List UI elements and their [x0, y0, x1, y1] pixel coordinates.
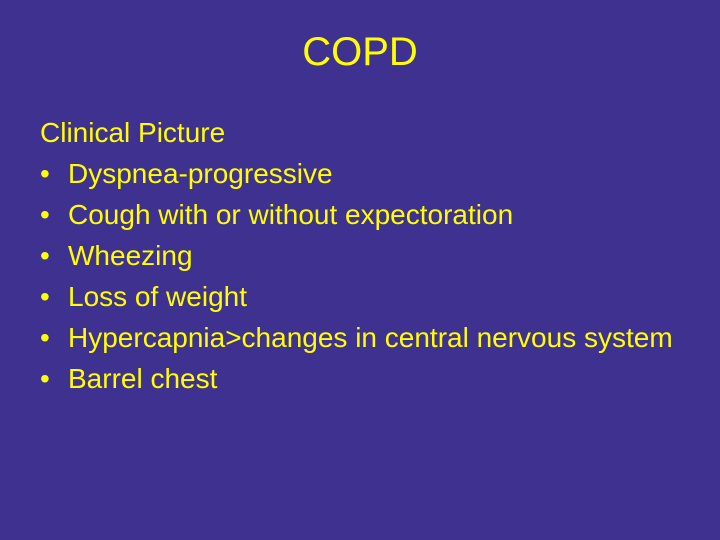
list-item: •Hypercapnia>changes in central nervous … [40, 320, 680, 355]
list-item: •Wheezing [40, 238, 680, 273]
bullet-dot-icon: • [40, 238, 68, 273]
list-item: •Loss of weight [40, 279, 680, 314]
slide-subtitle: Clinical Picture [40, 115, 680, 150]
bullet-text: Dyspnea-progressive [68, 156, 680, 191]
bullet-text: Loss of weight [68, 279, 680, 314]
bullet-text: Wheezing [68, 238, 680, 273]
bullet-text: Cough with or without expectoration [68, 197, 680, 232]
list-item: •Cough with or without expectoration [40, 197, 680, 232]
bullet-dot-icon: • [40, 320, 68, 355]
bullet-dot-icon: • [40, 279, 68, 314]
list-item: •Dyspnea-progressive [40, 156, 680, 191]
bullet-text: Barrel chest [68, 361, 680, 396]
slide: COPD Clinical Picture •Dyspnea-progressi… [0, 0, 720, 540]
bullet-dot-icon: • [40, 197, 68, 232]
slide-title: COPD [40, 30, 680, 75]
bullet-list: •Dyspnea-progressive•Cough with or witho… [40, 156, 680, 396]
bullet-dot-icon: • [40, 361, 68, 396]
bullet-dot-icon: • [40, 156, 68, 191]
list-item: •Barrel chest [40, 361, 680, 396]
bullet-text: Hypercapnia>changes in central nervous s… [68, 320, 680, 355]
